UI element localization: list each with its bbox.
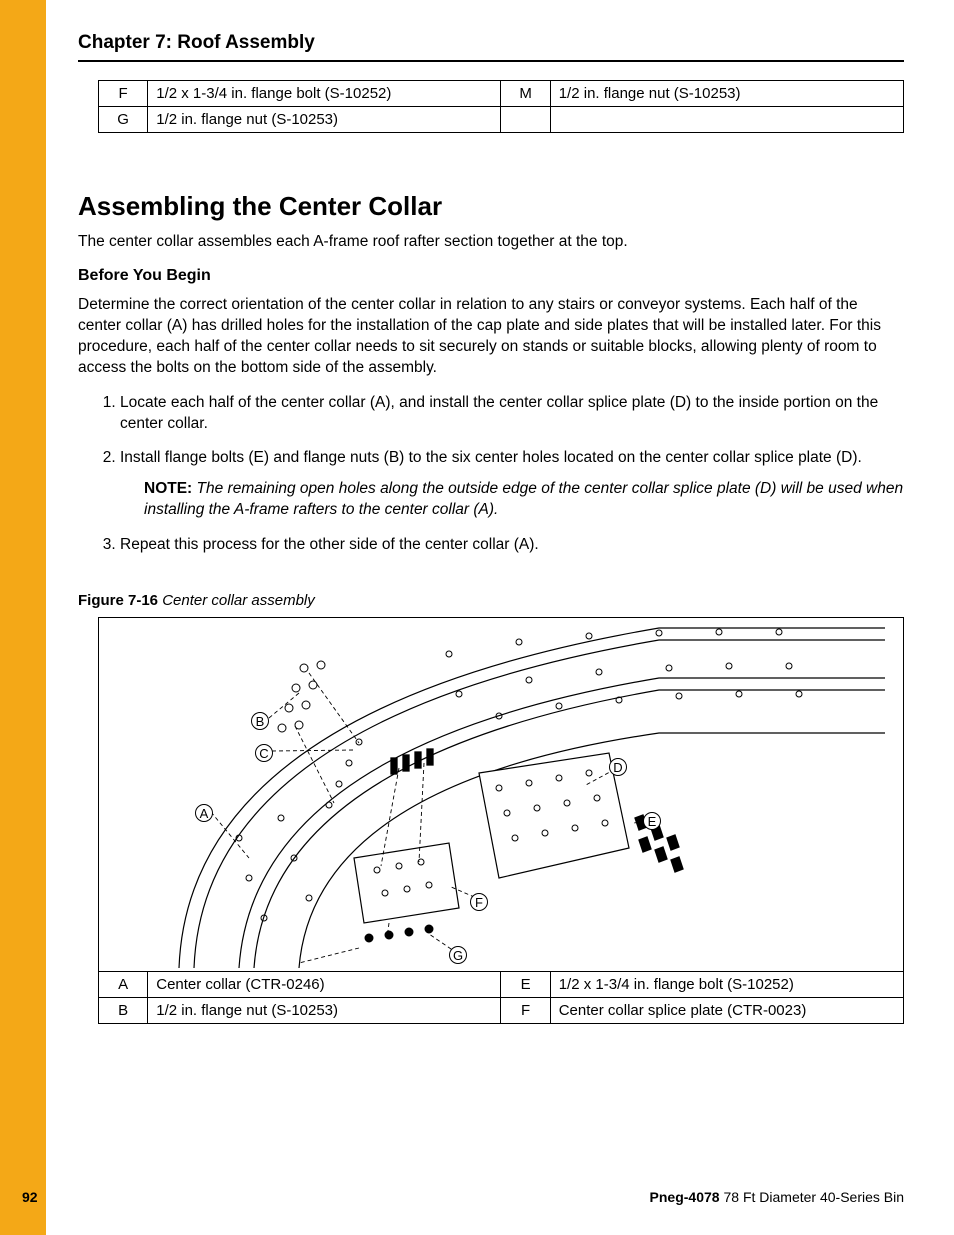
step-item: Locate each half of the center collar (A… bbox=[120, 393, 904, 435]
top-parts-table: F 1/2 x 1-3/4 in. flange bolt (S-10252) … bbox=[98, 80, 904, 133]
page-content: Chapter 7: Roof Assembly F 1/2 x 1-3/4 i… bbox=[46, 0, 954, 1235]
table-row: F 1/2 x 1-3/4 in. flange bolt (S-10252) … bbox=[99, 81, 904, 107]
cell-desc: 1/2 x 1-3/4 in. flange bolt (S-10252) bbox=[550, 972, 903, 998]
callout-b: B bbox=[251, 712, 269, 730]
callout-a: A bbox=[195, 804, 213, 822]
before-heading: Before You Begin bbox=[78, 267, 904, 285]
doc-reference: Pneg-4078 78 Ft Diameter 40-Series Bin bbox=[650, 1189, 904, 1205]
cell-letter: F bbox=[99, 81, 148, 107]
step-list: Locate each half of the center collar (A… bbox=[78, 393, 904, 557]
cell-desc: 1/2 in. flange nut (S-10253) bbox=[550, 81, 903, 107]
cell-desc: 1/2 x 1-3/4 in. flange bolt (S-10252) bbox=[148, 81, 501, 107]
callout-c: C bbox=[255, 744, 273, 762]
cell-desc: Center collar (CTR-0246) bbox=[148, 972, 501, 998]
section-title: Assembling the Center Collar bbox=[78, 191, 904, 222]
step-item: Repeat this process for the other side o… bbox=[120, 535, 904, 556]
cell-letter: M bbox=[501, 81, 550, 107]
figure-label: Figure 7-16 bbox=[78, 592, 158, 609]
before-text: Determine the correct orientation of the… bbox=[78, 295, 904, 379]
doc-id: Pneg-4078 bbox=[650, 1189, 720, 1205]
note-block: NOTE: The remaining open holes along the… bbox=[144, 479, 904, 521]
callout-g: G bbox=[449, 946, 467, 964]
accent-bar bbox=[0, 0, 46, 1235]
page-footer: 92 Pneg-4078 78 Ft Diameter 40-Series Bi… bbox=[0, 1189, 954, 1205]
table-row: G 1/2 in. flange nut (S-10253) bbox=[99, 107, 904, 133]
cell-letter: B bbox=[99, 998, 148, 1024]
cell-letter: F bbox=[501, 998, 550, 1024]
page-number: 92 bbox=[22, 1189, 38, 1205]
table-row: B 1/2 in. flange nut (S-10253) F Center … bbox=[99, 998, 904, 1024]
callout-e: E bbox=[643, 812, 661, 830]
figure-caption: Figure 7-16 Center collar assembly bbox=[78, 592, 904, 609]
cell-desc: 1/2 in. flange nut (S-10253) bbox=[148, 107, 501, 133]
cell-desc: Center collar splice plate (CTR-0023) bbox=[550, 998, 903, 1024]
center-collar-diagram bbox=[99, 618, 885, 971]
callout-d: D bbox=[609, 758, 627, 776]
chapter-title: Chapter 7: Roof Assembly bbox=[78, 32, 904, 62]
cell-letter: E bbox=[501, 972, 550, 998]
note-body: The remaining open holes along the outsi… bbox=[144, 480, 903, 518]
cell-desc: 1/2 in. flange nut (S-10253) bbox=[148, 998, 501, 1024]
figure-parts-table: A Center collar (CTR-0246) E 1/2 x 1-3/4… bbox=[98, 971, 904, 1024]
callout-f: F bbox=[470, 893, 488, 911]
figure-title: Center collar assembly bbox=[162, 592, 315, 609]
cell-letter: A bbox=[99, 972, 148, 998]
cell-desc bbox=[550, 107, 903, 133]
table-row: A Center collar (CTR-0246) E 1/2 x 1-3/4… bbox=[99, 972, 904, 998]
note-label: NOTE: bbox=[144, 480, 192, 497]
step-text: Install flange bolts (E) and flange nuts… bbox=[120, 449, 862, 466]
step-item: Install flange bolts (E) and flange nuts… bbox=[120, 448, 904, 521]
cell-letter: G bbox=[99, 107, 148, 133]
intro-text: The center collar assembles each A-frame… bbox=[78, 232, 904, 253]
cell-letter bbox=[501, 107, 550, 133]
doc-title: 78 Ft Diameter 40-Series Bin bbox=[720, 1189, 904, 1205]
figure-box: A B C D E F G bbox=[98, 617, 904, 971]
